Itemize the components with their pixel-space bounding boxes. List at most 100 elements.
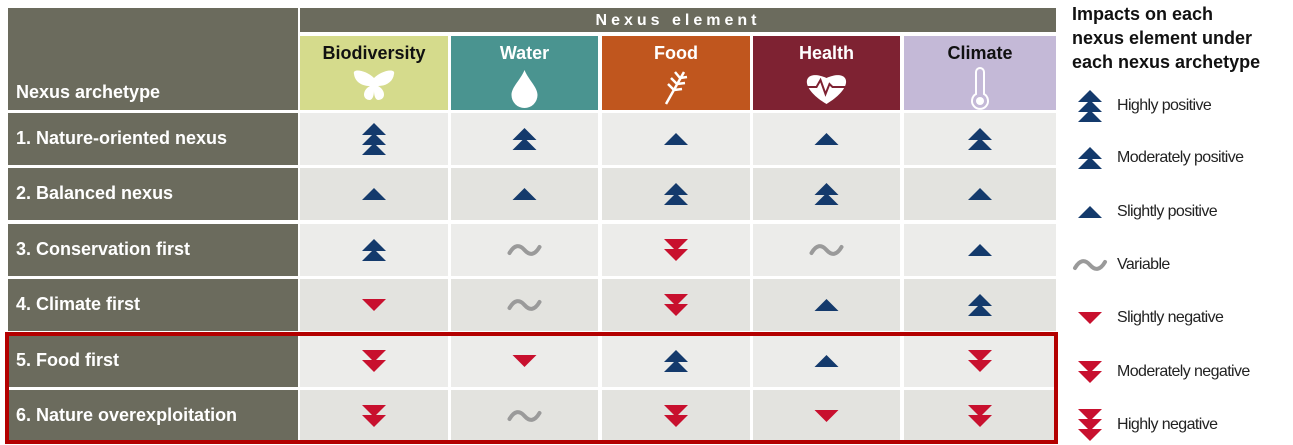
triangle	[1078, 206, 1102, 218]
triangle	[512, 138, 537, 150]
group-header-text: Nexus element	[596, 12, 761, 29]
triangle	[512, 355, 537, 367]
legend-symbol	[1078, 409, 1102, 441]
triangle	[1078, 157, 1102, 169]
impact-symbol	[507, 244, 542, 256]
impact-symbol	[814, 355, 839, 367]
triangle	[1078, 100, 1102, 112]
triangle	[664, 239, 688, 251]
row-label-cell	[8, 390, 298, 442]
triangle	[814, 410, 839, 422]
legend-title: nexus element under	[1072, 28, 1252, 48]
wheat-icon	[664, 71, 688, 105]
triangle	[664, 304, 688, 316]
triangle	[1078, 110, 1102, 122]
triangle	[1078, 147, 1102, 159]
triangle	[1078, 419, 1102, 431]
triangle	[362, 360, 386, 372]
impact-symbol	[664, 405, 688, 427]
row-label-cell	[8, 113, 298, 165]
impact-symbol	[814, 410, 839, 422]
impact-symbol	[664, 183, 688, 205]
triangle	[968, 350, 992, 362]
triangle	[1078, 429, 1102, 441]
triangle	[814, 133, 839, 145]
triangle	[664, 415, 688, 427]
impact-symbol	[968, 294, 992, 316]
legend-title: Impacts on each	[1072, 4, 1213, 24]
triangle	[814, 183, 839, 195]
triangle	[968, 188, 992, 200]
triangle	[362, 405, 386, 417]
row-label-cell	[8, 279, 298, 331]
row-header: Nexus archetype	[16, 82, 160, 102]
legend-symbol	[1078, 147, 1102, 169]
tilde	[1073, 259, 1107, 271]
impact-symbol	[814, 299, 839, 311]
triangle	[968, 415, 992, 427]
legend-label: Highly positive	[1117, 97, 1212, 114]
legend-label: Moderately negative	[1117, 363, 1250, 380]
impact-symbol	[664, 239, 688, 261]
triangle	[664, 249, 688, 261]
impact-symbol	[512, 188, 537, 200]
impact-symbol	[362, 123, 386, 155]
triangle	[814, 193, 839, 205]
impact-symbol	[362, 239, 386, 261]
legend-symbol	[1078, 206, 1102, 218]
row-label: 1. Nature-oriented nexus	[16, 128, 227, 148]
triangle	[664, 183, 688, 195]
row-label-cell	[8, 335, 298, 387]
legend-title: each nexus archetype	[1072, 52, 1260, 72]
row-label: 3. Conservation first	[16, 239, 190, 259]
tilde	[507, 299, 542, 311]
legend-symbol	[1078, 90, 1102, 122]
column-header-text: Health	[799, 43, 854, 63]
impact-symbol	[814, 183, 839, 205]
triangle	[664, 294, 688, 306]
impact-symbol	[968, 188, 992, 200]
triangle	[968, 405, 992, 417]
triangle	[512, 128, 537, 140]
thermometer-bulb	[976, 97, 984, 105]
triangle	[1078, 312, 1102, 324]
tilde	[507, 244, 542, 256]
row-label-cell	[8, 168, 298, 220]
drop-icon	[511, 70, 538, 108]
impact-symbol	[512, 355, 537, 367]
column-header	[300, 36, 448, 110]
triangle	[968, 304, 992, 316]
legend-label: Slightly positive	[1117, 203, 1218, 220]
impact-symbol	[362, 350, 386, 372]
pulse-icon	[804, 77, 849, 97]
triangle	[362, 123, 386, 135]
triangle	[362, 299, 386, 311]
legend-symbol	[1078, 361, 1102, 383]
row-label: 6. Nature overexploitation	[16, 405, 237, 425]
impact-symbol	[968, 350, 992, 372]
triangle	[1078, 90, 1102, 102]
impact-symbol	[814, 133, 839, 145]
impact-symbol	[809, 244, 844, 256]
triangle	[362, 133, 386, 145]
thermometer-icon	[971, 67, 989, 110]
impact-symbol	[968, 244, 992, 256]
triangle	[362, 415, 386, 427]
impact-symbol	[507, 299, 542, 311]
impact-symbol	[968, 405, 992, 427]
legend-label: Variable	[1117, 256, 1170, 273]
impact-symbol	[512, 128, 537, 150]
column-header-text: Water	[500, 43, 549, 63]
triangle	[1078, 409, 1102, 421]
triangle	[512, 188, 537, 200]
legend-symbol	[1078, 312, 1102, 324]
legend-label: Moderately positive	[1117, 149, 1244, 166]
row-label: 4. Climate first	[16, 294, 140, 314]
triangle	[664, 360, 688, 372]
triangle	[362, 143, 386, 155]
impact-symbol	[362, 405, 386, 427]
butterfly-icon	[353, 70, 395, 100]
impact-symbol	[362, 188, 386, 200]
tilde	[809, 244, 844, 256]
